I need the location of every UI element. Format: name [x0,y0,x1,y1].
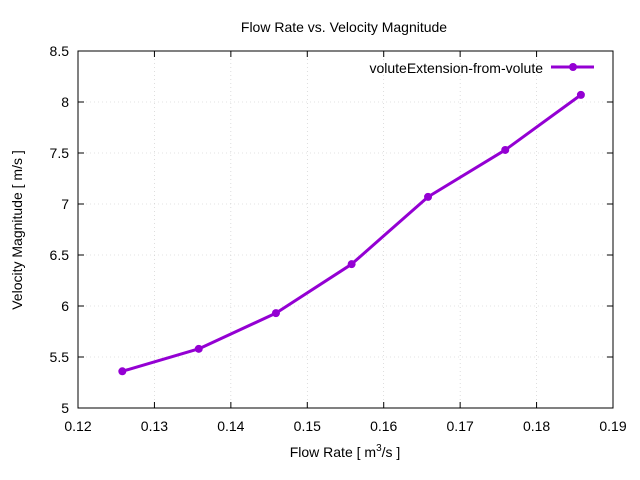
data-point [424,192,433,201]
y-tick-label: 8.5 [50,43,70,59]
x-tick-label: 0.12 [64,418,91,434]
data-point [576,90,585,99]
legend: voluteExtension-from-volute [369,60,594,76]
data-point [271,309,280,318]
data-point [118,367,127,376]
legend-label: voluteExtension-from-volute [369,60,543,76]
series-line [121,93,582,373]
x-axis-title: Flow Rate [ m3/s ] [290,443,401,460]
y-tick-label: 5 [61,400,69,416]
x-tick-label: 0.18 [523,418,550,434]
y-tick-label: 6 [61,298,69,314]
y-tick-label: 7.5 [50,145,70,161]
legend-marker [569,63,577,71]
grid-lines [78,51,613,408]
x-tick-label: 0.13 [141,418,168,434]
x-tick-label: 0.19 [599,418,626,434]
y-tick-label: 6.5 [50,247,70,263]
axis-ticks: 0.12 0.13 0.14 0.15 0.16 0.17 0.18 0.19 5 5.5 6 6.5… [50,43,627,434]
plot-frame [77,50,614,409]
y-axis-title: Velocity Magnitude [ m/s ] [9,150,25,310]
data-point [347,260,356,269]
x-tick-label: 0.15 [294,418,321,434]
data-point [501,145,510,154]
x-tick-label: 0.16 [370,418,397,434]
y-tick-label: 8 [61,94,69,110]
series-layer [118,90,585,376]
data-point [194,344,203,353]
x-tick-label: 0.17 [447,418,474,434]
x-tick-label: 0.14 [217,418,244,434]
y-tick-label: 7 [61,196,69,212]
y-tick-label: 5.5 [50,349,70,365]
chart-title: Flow Rate vs. Velocity Magnitude [241,19,447,35]
